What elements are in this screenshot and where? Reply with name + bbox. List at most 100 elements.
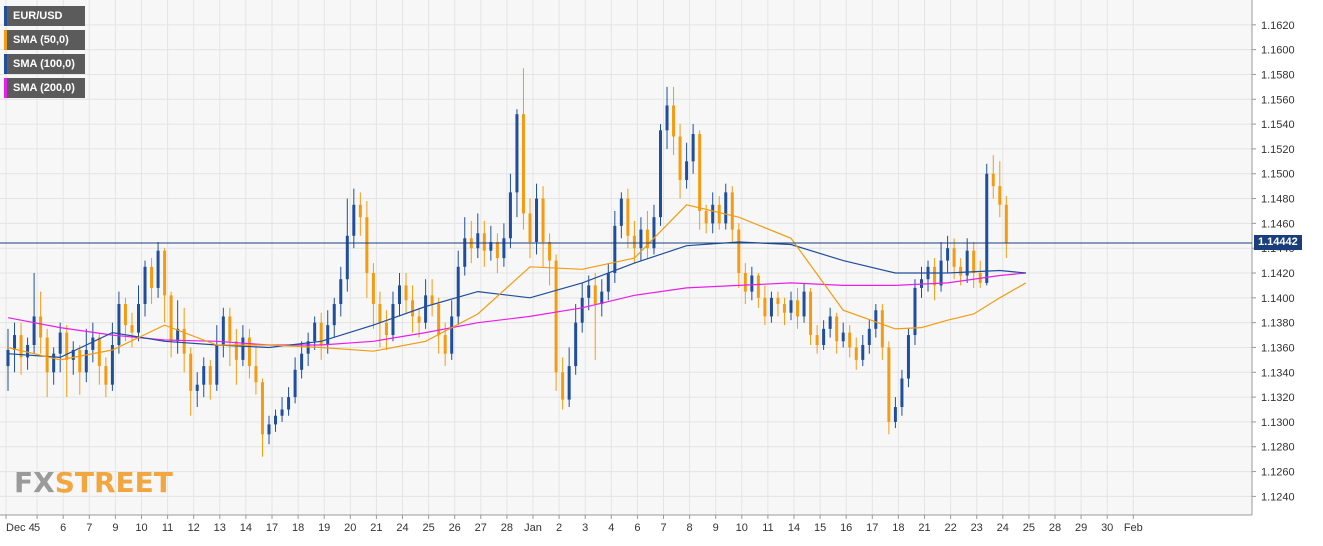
candle-body bbox=[293, 369, 297, 398]
logo-street: STREET bbox=[54, 466, 173, 499]
legend-swatch bbox=[4, 78, 7, 98]
x-tick-label: 20 bbox=[344, 522, 356, 534]
candle-body bbox=[65, 332, 69, 360]
candle-body bbox=[84, 349, 88, 373]
logo-fx: FX bbox=[14, 466, 55, 499]
candle-body bbox=[32, 316, 36, 345]
y-tick-label: 1.1280 bbox=[1261, 442, 1295, 454]
candle-body bbox=[541, 198, 545, 242]
candle-body bbox=[6, 349, 10, 367]
candle-body bbox=[358, 204, 362, 218]
x-tick-label: 11 bbox=[162, 522, 173, 534]
candle-body bbox=[450, 316, 454, 354]
x-tick-label: 13 bbox=[214, 522, 226, 534]
candle-body bbox=[567, 366, 571, 400]
candle-body bbox=[234, 341, 238, 360]
candle-body bbox=[619, 198, 623, 226]
candle-body bbox=[274, 415, 278, 425]
x-tick-label: 4 bbox=[608, 522, 614, 534]
candle-body bbox=[659, 130, 662, 218]
candle-body bbox=[476, 233, 480, 249]
x-tick-label: 18 bbox=[292, 522, 304, 534]
x-tick-label: 12 bbox=[188, 522, 200, 534]
x-tick-label: 29 bbox=[1075, 522, 1087, 534]
x-tick-label: 17 bbox=[266, 522, 278, 534]
candle-body bbox=[750, 275, 754, 292]
candle-body bbox=[848, 332, 852, 348]
candle-body bbox=[600, 291, 604, 305]
x-tick-label: Feb bbox=[1124, 522, 1143, 534]
candle-body bbox=[769, 297, 773, 317]
candle-body bbox=[443, 335, 447, 354]
candle-body bbox=[737, 229, 741, 274]
candle-body bbox=[861, 344, 865, 360]
candle-body bbox=[535, 198, 539, 242]
candle-body bbox=[724, 192, 728, 224]
x-tick-label: 14 bbox=[240, 522, 252, 534]
x-tick-label: 25 bbox=[422, 522, 434, 534]
y-tick-label: 1.1460 bbox=[1261, 218, 1295, 230]
x-tick-label: 19 bbox=[318, 522, 330, 534]
candle-body bbox=[365, 217, 369, 274]
candle-body bbox=[672, 105, 676, 137]
candle-body bbox=[880, 310, 884, 348]
candle-body bbox=[287, 397, 291, 410]
legend-label: SMA (50,0) bbox=[13, 34, 69, 46]
candle-body bbox=[900, 378, 904, 408]
chart-legend: EUR/USD SMA (50,0) SMA (100,0) SMA (200,… bbox=[4, 6, 85, 98]
y-tick-label: 1.1600 bbox=[1261, 45, 1295, 57]
candle-body bbox=[841, 332, 845, 342]
candle-body bbox=[143, 266, 147, 305]
x-tick-label: 14 bbox=[788, 522, 800, 534]
x-tick-label: 6 bbox=[634, 522, 640, 534]
x-tick-label: 11 bbox=[762, 522, 773, 534]
candle-body bbox=[698, 134, 702, 211]
candle-body bbox=[300, 353, 304, 370]
candle-body bbox=[91, 337, 95, 350]
candle-body bbox=[685, 161, 689, 180]
sma200-line bbox=[7, 272, 1026, 346]
candle-body bbox=[515, 114, 519, 193]
candle-body bbox=[417, 316, 421, 323]
y-tick-label: 1.1340 bbox=[1261, 367, 1295, 379]
candle-body bbox=[887, 347, 891, 422]
candle-body bbox=[52, 353, 56, 373]
y-tick-label: 1.1360 bbox=[1261, 342, 1295, 354]
candle-body bbox=[345, 235, 349, 280]
candle-body bbox=[965, 250, 969, 276]
plot-background bbox=[0, 0, 1252, 515]
x-tick-label: 21 bbox=[370, 522, 382, 534]
candle-body bbox=[123, 304, 127, 326]
candle-body bbox=[208, 366, 212, 385]
sma100-line bbox=[7, 241, 1026, 359]
legend-swatch bbox=[4, 54, 7, 74]
x-tick-label: 7 bbox=[660, 522, 666, 534]
candle-body bbox=[835, 316, 839, 342]
x-tick-label: 24 bbox=[396, 522, 408, 534]
y-tick-label: 1.1380 bbox=[1261, 318, 1295, 330]
candle-body bbox=[156, 250, 160, 288]
candle-body bbox=[19, 335, 23, 358]
candle-body bbox=[241, 337, 245, 360]
legend-sma50: SMA (50,0) bbox=[4, 30, 85, 50]
candle-body bbox=[247, 337, 251, 367]
candle-body bbox=[730, 192, 734, 230]
candle-body bbox=[71, 349, 75, 360]
candle-body bbox=[463, 238, 467, 267]
candle-body bbox=[254, 366, 258, 383]
candle-body bbox=[893, 407, 897, 422]
candle-body bbox=[613, 225, 617, 274]
candle-body bbox=[150, 266, 154, 288]
candle-body bbox=[952, 248, 956, 267]
y-tick-label: 1.1420 bbox=[1261, 268, 1295, 280]
candle-body bbox=[489, 241, 493, 251]
candle-body bbox=[169, 295, 173, 342]
candle-body bbox=[221, 316, 225, 345]
candle-body bbox=[717, 204, 721, 224]
x-tick-label: 10 bbox=[135, 522, 147, 534]
candle-body bbox=[828, 316, 832, 329]
legend-label: SMA (100,0) bbox=[13, 58, 75, 70]
candle-body bbox=[665, 105, 669, 131]
candle-body bbox=[521, 114, 525, 214]
candle-body bbox=[411, 300, 415, 317]
